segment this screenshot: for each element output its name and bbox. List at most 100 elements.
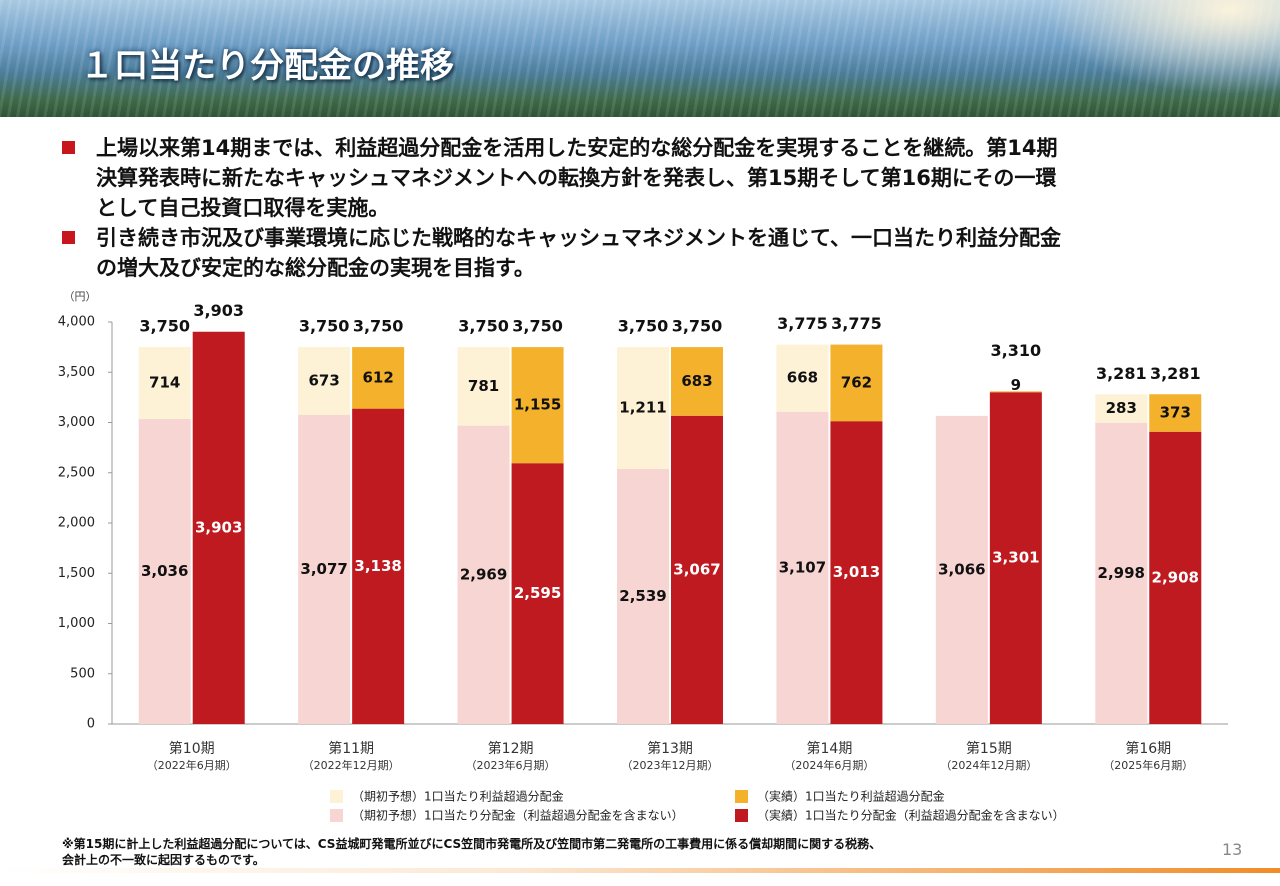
data-label: 9	[1011, 376, 1021, 394]
page-number: 13	[1222, 840, 1243, 859]
total-label: 3,750	[139, 317, 190, 336]
bullet-marker	[62, 231, 75, 244]
bar-segment	[352, 408, 405, 724]
bar-segment	[138, 347, 191, 419]
total-label: 3,750	[672, 317, 723, 336]
bar-segment	[617, 347, 669, 469]
data-label: 2,969	[460, 565, 507, 583]
y-tick-label: 1,500	[58, 566, 95, 581]
data-label: 3,036	[141, 562, 188, 580]
data-label: 3,138	[354, 557, 401, 575]
bullet-line: の増大及び安定的な総分配金の実現を目指す。	[96, 256, 535, 280]
legend-swatch	[735, 790, 748, 803]
y-tick-label: 3,500	[58, 365, 95, 380]
x-tick-sublabel: （2024年6月期）	[784, 758, 874, 772]
total-label: 3,903	[193, 301, 244, 320]
bar-segment	[298, 347, 351, 415]
bar-segment	[1095, 394, 1148, 423]
y-tick-label: 4,000	[58, 315, 95, 330]
x-tick-sublabel: （2024年12月期）	[940, 758, 1037, 772]
bar-segment	[1149, 394, 1202, 432]
bar-segment	[352, 347, 405, 409]
y-tick-label: 3,000	[58, 415, 95, 430]
bullet-line: 決算発表時に新たなキャッシュマネジメントへの転換方針を発表し、第15期そして第1…	[96, 166, 1057, 190]
x-tick-sublabel: （2025年6月期）	[1103, 758, 1193, 772]
x-tick-sublabel: （2022年6月期）	[147, 758, 237, 772]
bullet-line: として自己投資口取得を実施。	[96, 196, 390, 220]
data-label: 781	[468, 377, 499, 395]
bar-segment	[1149, 431, 1202, 724]
x-tick-label: 第16期	[1125, 740, 1171, 757]
total-label: 3,775	[777, 314, 828, 333]
data-label: 3,066	[938, 560, 985, 578]
legend-label: （期初予想）1口当たり利益超過分配金	[352, 789, 564, 804]
bar-segment	[298, 414, 351, 724]
data-label: 3,107	[779, 558, 826, 576]
total-label: 3,750	[353, 317, 404, 336]
total-label: 3,310	[991, 341, 1042, 360]
legend-label: （実績）1口当たり利益超過分配金	[757, 789, 945, 804]
bar-segment	[511, 347, 564, 464]
data-label: 2,595	[514, 584, 561, 602]
data-label: 3,013	[833, 563, 880, 581]
legend-swatch	[330, 809, 343, 822]
bar-segment	[138, 418, 191, 724]
bar-segment	[935, 415, 988, 724]
footnote: ※第15期に計上した利益超過分配については、CS益城町発電所並びにCS笠間市発電…	[62, 836, 881, 868]
bar-segment	[830, 421, 883, 724]
x-tick-label: 第10期	[169, 740, 215, 757]
y-tick-label: 2,500	[58, 465, 95, 480]
data-label: 673	[308, 371, 339, 389]
data-label: 3,301	[992, 549, 1039, 567]
bullet: 上場以来第14期までは、利益超過分配金を活用した安定的な総分配金を実現することを…	[62, 133, 1252, 223]
x-tick-label: 第12期	[488, 740, 534, 757]
y-axis-unit: （円）	[64, 290, 97, 303]
bar-segment	[671, 347, 723, 416]
data-label: 3,067	[673, 560, 720, 578]
footnote-line: 会計上の不一致に起因するものです。	[62, 853, 265, 867]
total-label: 3,775	[831, 314, 882, 333]
data-label: 1,155	[514, 396, 561, 414]
bullet: 引き続き市況及び事業環境に応じた戦略的なキャッシュマネジメントを通じて、一口当た…	[62, 223, 1252, 283]
slide-title: １口当たり分配金の推移	[80, 46, 454, 86]
footer-line	[0, 868, 1280, 873]
bar-segment	[830, 344, 883, 422]
y-tick-label: 2,000	[58, 516, 95, 531]
data-label: 283	[1106, 399, 1137, 417]
data-label: 2,539	[619, 587, 666, 605]
total-label: 3,750	[618, 317, 669, 336]
y-tick-label: 0	[87, 717, 95, 732]
total-label: 3,750	[512, 317, 563, 336]
bar-segment	[617, 468, 669, 724]
bar-segment	[776, 411, 829, 724]
legend-label: （実績）1口当たり分配金（利益超過分配金を含まない）	[757, 808, 1065, 823]
data-label: 3,077	[300, 560, 347, 578]
bar-segment	[457, 347, 510, 426]
legend-swatch	[735, 809, 748, 822]
x-tick-label: 第13期	[647, 740, 693, 757]
x-tick-sublabel: （2023年6月期）	[466, 758, 556, 772]
data-label: 612	[362, 368, 393, 386]
bar-segment	[192, 331, 245, 724]
data-label: 762	[841, 373, 872, 391]
x-tick-sublabel: （2022年12月期）	[303, 758, 400, 772]
bar-segment	[1095, 422, 1148, 724]
data-label: 1,211	[619, 398, 666, 416]
data-label: 714	[149, 374, 180, 392]
footnote-line: ※第15期に計上した利益超過分配については、CS益城町発電所並びにCS笠間市発電…	[62, 837, 882, 851]
bullet-marker	[62, 141, 75, 154]
bar-segment	[511, 463, 564, 724]
total-label: 3,281	[1150, 364, 1201, 383]
data-label: 3,903	[195, 518, 242, 536]
data-label: 2,908	[1152, 568, 1199, 586]
x-tick-sublabel: （2023年12月期）	[622, 758, 719, 772]
bar-segment	[989, 392, 1042, 724]
data-label: 373	[1160, 404, 1191, 422]
total-label: 3,750	[299, 317, 350, 336]
legend-label: （期初予想）1口当たり分配金（利益超過分配金を含まない）	[352, 808, 684, 823]
x-tick-label: 第14期	[807, 740, 853, 757]
y-tick-label: 1,000	[58, 616, 95, 631]
bullet-line: 上場以来第14期までは、利益超過分配金を活用した安定的な総分配金を実現することを…	[96, 136, 1058, 160]
